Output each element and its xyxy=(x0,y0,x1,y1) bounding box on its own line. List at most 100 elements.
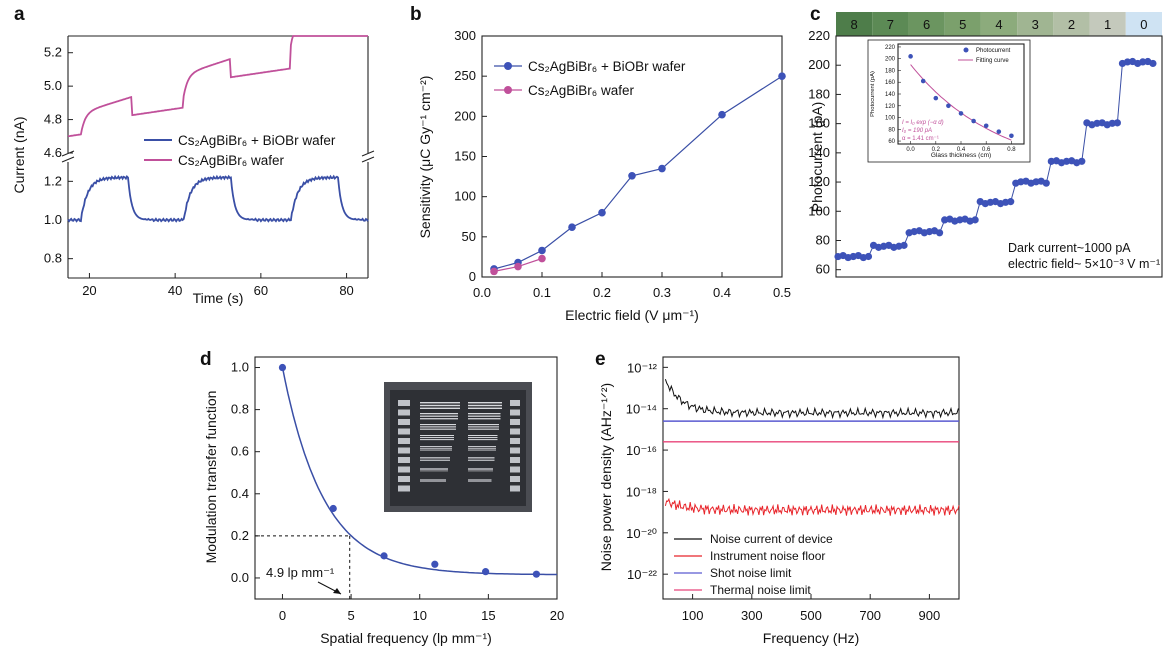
inset-ylabel: Photocurrent (pA) xyxy=(870,71,876,117)
x-tick-label: 0.0 xyxy=(473,285,491,300)
photo-bar xyxy=(468,468,493,469)
panel-c-label: c xyxy=(810,4,821,25)
y-tick-label: 100 xyxy=(454,189,476,204)
photo-label-block xyxy=(398,485,410,492)
strip-label: 3 xyxy=(1032,17,1039,32)
inset-x-tick-label: 0.0 xyxy=(906,147,915,153)
photo-bar xyxy=(420,428,456,430)
data-point xyxy=(532,570,541,578)
data-point xyxy=(514,262,522,271)
x-tick-label: 0.5 xyxy=(773,285,791,300)
photo-label-block xyxy=(398,457,410,463)
inset-data-point xyxy=(958,111,964,116)
inset-x-tick-label: 0.6 xyxy=(982,147,991,153)
photo-bar xyxy=(468,449,496,451)
y-tick-label: 200 xyxy=(454,108,476,123)
x-tick-label: 0.3 xyxy=(653,285,671,300)
inset-points xyxy=(908,54,1014,139)
legend-e-instrument: Instrument noise floor xyxy=(710,549,825,563)
y-tick-label: 0.8 xyxy=(44,251,62,266)
y-tick-label: 1.0 xyxy=(231,360,249,375)
photo-bar xyxy=(420,426,456,428)
panel-e-legend: Noise current of device Instrument noise… xyxy=(674,532,833,597)
inset-y-tick-label: 160 xyxy=(885,80,896,86)
panel-c-steps xyxy=(834,57,1157,262)
series-device-noise xyxy=(664,379,959,420)
y-tick-label: 4.6 xyxy=(44,145,62,160)
y-tick-label: 0.6 xyxy=(231,444,249,459)
strip-label: 7 xyxy=(887,17,894,32)
photo-bar xyxy=(468,428,499,430)
inset-y-tick-label: 60 xyxy=(888,139,895,145)
y-tick-label: 10⁻²⁰ xyxy=(626,526,657,541)
x-tick-label: 15 xyxy=(481,608,495,623)
photo-label-block xyxy=(398,466,410,473)
data-point xyxy=(490,267,498,276)
x-tick-label: 0.4 xyxy=(713,285,731,300)
strip-cell xyxy=(980,12,1018,36)
photo-bar xyxy=(468,415,501,417)
y-tick-label: 5.0 xyxy=(44,78,62,93)
photo-label-block xyxy=(398,438,410,444)
data-point xyxy=(568,223,576,231)
photo-bar xyxy=(420,480,446,481)
x-tick-label: 0 xyxy=(279,608,286,623)
data-point xyxy=(598,208,606,217)
panel-d-label: d xyxy=(200,349,212,370)
y-tick-label: 50 xyxy=(462,229,476,244)
panel-b-series xyxy=(490,72,786,276)
photo-bar xyxy=(468,479,492,480)
photo-label-block xyxy=(510,400,520,406)
photo-bar xyxy=(468,418,501,420)
y-tick-label: 10⁻¹⁶ xyxy=(626,443,657,458)
photo-bar xyxy=(420,449,452,451)
legend-e-thermal: Thermal noise limit xyxy=(710,583,811,597)
photo-bar xyxy=(420,413,458,415)
panel-e: e 100 300 500 700 900 10⁻¹² 10⁻¹⁴ 10⁻¹⁶ 10⁻¹⁸ 10⁻… xyxy=(595,349,960,646)
strip-cell xyxy=(836,12,873,36)
panel-c-frame xyxy=(835,35,1163,278)
inset-eq-3: α = 1.41 cm⁻¹ xyxy=(902,136,939,142)
strip-label: 5 xyxy=(959,17,966,32)
photo-label-block xyxy=(510,466,520,473)
panel-c-ylabel: Photocurrent (pA) xyxy=(809,102,825,213)
data-point xyxy=(1113,119,1121,127)
photo-bar xyxy=(468,426,499,428)
photo-bar xyxy=(420,458,450,460)
x-tick-label: 500 xyxy=(800,608,822,623)
y-tick-label: 10⁻¹⁸ xyxy=(626,484,657,499)
data-point xyxy=(778,72,786,80)
photo-bar xyxy=(468,447,496,449)
data-point xyxy=(864,252,873,261)
legend-e-shot: Shot noise limit xyxy=(710,566,792,580)
panel-e-label: e xyxy=(595,349,606,370)
data-point xyxy=(538,246,546,255)
inset-ticks: 0.0 0.2 0.4 0.6 0.8 60 80 100 120 140 160 180 200 220 xyxy=(885,45,1016,153)
y-tick-label: 180 xyxy=(808,86,830,101)
strip-cell xyxy=(1089,12,1126,36)
data-point xyxy=(431,560,439,568)
y-tick-label: 0 xyxy=(469,269,476,284)
photo-bar xyxy=(420,457,450,458)
annotation-electric-field: electric field~ 5×10⁻³ V m⁻¹ xyxy=(1008,257,1160,271)
photo-label-block xyxy=(510,447,520,454)
x-tick-label: 5 xyxy=(347,608,354,623)
panel-a-xlabel: Time (s) xyxy=(193,290,244,306)
panel-d-xlabel: Spatial frequency (lp mm⁻¹) xyxy=(320,630,492,646)
y-tick-label: 100 xyxy=(808,203,830,218)
panel-b-legend: Cs₂AgBiBr₆ + BiOBr wafer Cs₂AgBiBr₆ wafe… xyxy=(494,59,686,98)
data-point xyxy=(658,164,666,173)
inset-data-point xyxy=(996,129,1002,134)
inset-data-point xyxy=(908,54,913,59)
y-tick-label: 0.4 xyxy=(231,486,249,501)
mtf-annotation: 4.9 lp mm⁻¹ xyxy=(266,565,335,580)
photo-bar xyxy=(468,481,492,482)
photo-label-block xyxy=(510,485,520,492)
inset-data-point xyxy=(971,118,976,124)
photo-label-block xyxy=(510,438,520,444)
strip-label: 4 xyxy=(995,17,1002,32)
y-tick-label: 0.0 xyxy=(231,570,249,585)
y-tick-label: 0.8 xyxy=(231,402,249,417)
x-tick-label: 0.2 xyxy=(593,285,611,300)
